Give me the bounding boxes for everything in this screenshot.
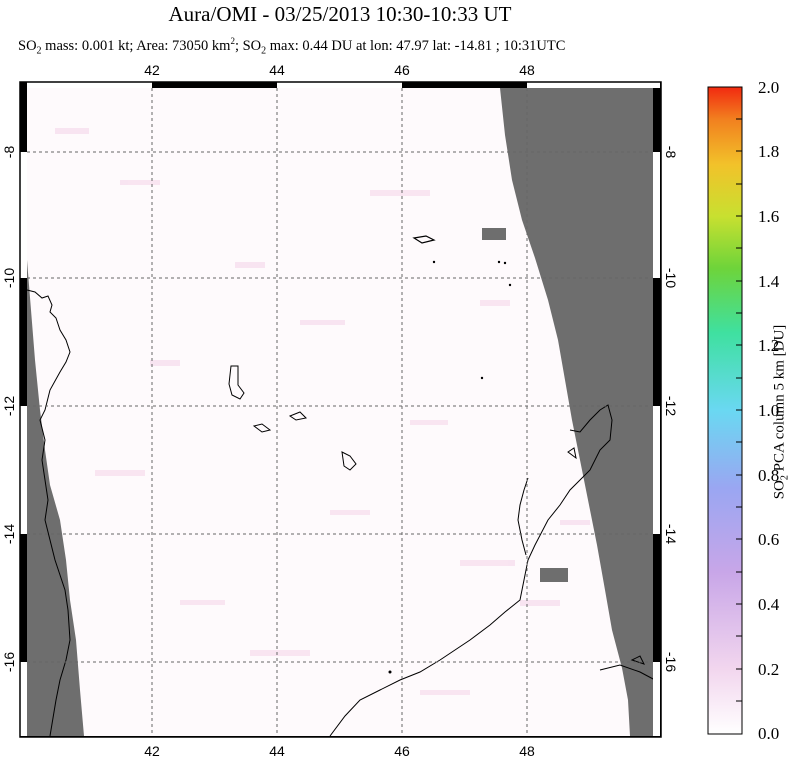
map-border-ticks <box>19 81 662 738</box>
lon-tick-top: 42 <box>144 62 160 78</box>
lon-tick-bottom: 48 <box>519 743 535 759</box>
so2-max-label: ; SO <box>234 37 262 54</box>
island-grande-comore <box>228 365 245 400</box>
lon-tick-top: 44 <box>269 62 285 78</box>
colorbar-title-subscript: 2 <box>779 475 791 481</box>
so2-label: SO <box>18 37 37 54</box>
colorbar-tick-label: 0.4 <box>758 595 780 614</box>
area-superscript: 2 <box>230 36 235 46</box>
lat-tick-left: -16 <box>1 652 17 672</box>
island-aldabra <box>412 235 436 244</box>
colorbar-tick-label: 0.8 <box>758 466 779 485</box>
lon-tick-labels: 42 44 46 48 42 44 46 48 <box>144 62 535 759</box>
coastline-madagascar <box>329 404 613 736</box>
so2-subscript: 2 <box>36 45 42 57</box>
graticule <box>27 88 660 736</box>
island-small <box>630 655 645 665</box>
max-details-text: max: 0.44 DU at lon: 47.97 lat: -14.81 ;… <box>266 37 566 54</box>
so2-faint-pixels <box>55 128 590 695</box>
lat-tick-right: -16 <box>663 652 679 672</box>
colorbar-tick-label: 1.8 <box>758 142 779 161</box>
island-small <box>567 447 577 460</box>
coastline-africa <box>27 289 71 736</box>
small-island <box>497 260 501 264</box>
small-island <box>480 376 484 380</box>
lat-tick-left: -8 <box>1 146 17 159</box>
no-data-gap <box>540 568 568 582</box>
lat-tick-right: -14 <box>663 524 679 544</box>
colorbar-tick-label: 0.6 <box>758 530 779 549</box>
colorbar-tick-label: 2.0 <box>758 78 779 97</box>
lat-tick-labels-left: -8 -10 -12 -14 -16 <box>1 146 17 673</box>
small-island <box>508 283 512 287</box>
island-moheli <box>252 423 272 433</box>
lat-tick-labels-right: -8 -10 -12 -14 -16 <box>663 146 679 673</box>
colorbar-title-suffix: PCA column 5 km [DU] <box>771 324 788 476</box>
lat-tick-left: -14 <box>1 524 17 544</box>
lat-tick-right: -10 <box>663 268 679 288</box>
lat-tick-right: -8 <box>663 146 679 159</box>
small-island <box>432 260 436 264</box>
colorbar-tick-label: 1.6 <box>758 207 779 226</box>
mass-text: mass: 0.001 kt; Area: 73050 km <box>41 37 231 54</box>
lat-tick-left: -10 <box>1 268 17 288</box>
small-island <box>388 670 392 674</box>
lat-tick-left: -12 <box>1 396 17 416</box>
lon-tick-bottom: 42 <box>144 743 160 759</box>
colorbar-tick-labels: 0.0 0.2 0.4 0.6 0.8 1.0 1.2 1.4 1.6 1.8 … <box>758 78 780 743</box>
colorbar-tick-label: 0.0 <box>758 724 779 743</box>
island-anjouan <box>288 411 308 421</box>
lon-tick-bottom: 46 <box>394 743 410 759</box>
small-island <box>503 261 507 265</box>
colorbar-ticks <box>708 86 742 702</box>
lon-tick-bottom: 44 <box>269 743 285 759</box>
colorbar-tick-label: 1.4 <box>758 272 780 291</box>
lon-tick-top: 48 <box>519 62 535 78</box>
so2-max-subscript: 2 <box>261 45 267 57</box>
no-data-gap <box>482 228 506 240</box>
lat-tick-right: -12 <box>663 396 679 416</box>
map-title: Aura/OMI - 03/25/2013 10:30-10:33 UT <box>168 2 512 26</box>
map-subtitle: SO2 mass: 0.001 kt; Area: 73050 km2; SO2… <box>18 36 565 57</box>
colorbar-title-prefix: SO <box>771 480 788 500</box>
colorbar-tick-label: 1.0 <box>758 401 779 420</box>
lon-tick-top: 46 <box>394 62 410 78</box>
colorbar-tick-label: 1.2 <box>758 336 779 355</box>
data-swath <box>27 88 630 736</box>
island-mayotte <box>341 451 357 471</box>
coastline-madagascar-detail <box>599 664 656 681</box>
colorbar-title: SO2 PCA column 5 km [DU] <box>772 325 791 500</box>
colorbar-tick-label: 0.2 <box>758 660 779 679</box>
coastline-madagascar-detail <box>517 477 529 556</box>
